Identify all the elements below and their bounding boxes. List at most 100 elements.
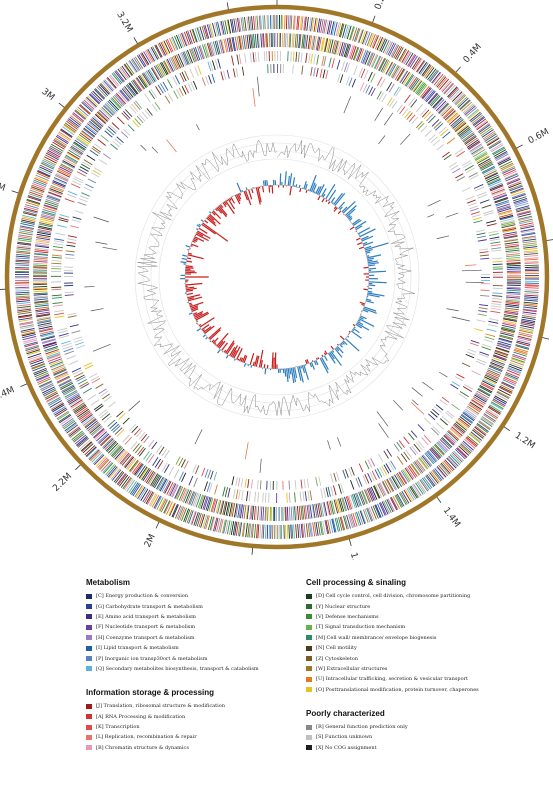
gc-skew-bar xyxy=(216,207,223,214)
feature-tick xyxy=(421,437,429,446)
gc-skew-bar xyxy=(191,308,199,313)
feature-tick xyxy=(439,463,450,475)
feature-tick xyxy=(95,113,107,124)
gc-skew-bar xyxy=(365,251,371,254)
feature-tick xyxy=(494,197,508,203)
feature-tick xyxy=(79,381,89,388)
gc-skew-bar xyxy=(297,366,302,381)
feature-tick xyxy=(33,262,48,265)
feature-tick xyxy=(503,235,518,239)
feature-tick xyxy=(155,86,162,96)
feature-tick xyxy=(65,253,75,256)
feature-tick xyxy=(108,401,116,408)
rna-mark xyxy=(427,199,441,207)
feature-tick xyxy=(434,406,442,413)
feature-tick xyxy=(151,441,158,450)
rna-mark xyxy=(383,112,394,126)
feature-tick xyxy=(49,359,63,366)
feature-tick xyxy=(134,118,142,126)
feature-tick xyxy=(28,193,43,199)
feature-tick xyxy=(109,421,118,430)
feature-tick xyxy=(349,26,355,41)
feature-tick xyxy=(184,84,190,94)
gc-skew-bar xyxy=(342,200,356,214)
feature-tick xyxy=(289,15,291,30)
feature-tick xyxy=(206,497,212,511)
feature-tick xyxy=(54,407,67,416)
feature-tick xyxy=(338,517,343,531)
feature-tick xyxy=(116,429,125,437)
rna-mark xyxy=(439,371,448,378)
feature-tick xyxy=(317,521,321,536)
feature-tick xyxy=(33,296,48,299)
feature-tick xyxy=(77,135,90,145)
feature-tick xyxy=(50,362,64,369)
feature-tick xyxy=(521,315,536,319)
feature-tick xyxy=(74,109,87,120)
feature-tick xyxy=(483,212,494,216)
feature-tick xyxy=(96,86,107,98)
feature-tick xyxy=(505,175,519,182)
feature-tick xyxy=(455,449,466,460)
gc-skew-bar xyxy=(243,355,248,364)
feature-tick xyxy=(487,179,501,186)
feature-tick xyxy=(497,206,511,212)
feature-tick xyxy=(481,129,494,138)
feature-tick xyxy=(331,21,336,36)
feature-tick xyxy=(53,406,66,415)
feature-tick xyxy=(43,389,57,397)
feature-tick xyxy=(327,519,331,534)
feature-tick xyxy=(21,217,36,222)
feature-tick xyxy=(358,463,364,473)
gc-skew-bar xyxy=(202,222,229,242)
legend-swatch xyxy=(306,645,312,651)
feature-tick xyxy=(491,297,502,300)
feature-tick xyxy=(213,471,218,481)
feature-tick xyxy=(17,308,32,312)
gc-skew-bar xyxy=(234,194,241,205)
feature-tick xyxy=(33,264,48,267)
feature-tick xyxy=(73,178,83,184)
feature-tick xyxy=(453,423,465,434)
feature-tick xyxy=(245,523,248,538)
feature-tick xyxy=(491,305,502,308)
gc-skew-bar xyxy=(217,206,227,218)
feature-tick xyxy=(114,471,125,484)
feature-tick xyxy=(150,473,159,486)
feature-tick xyxy=(339,74,344,84)
feature-tick xyxy=(92,117,104,127)
feature-tick xyxy=(131,103,139,113)
feature-tick xyxy=(510,187,524,194)
feature-tick xyxy=(492,147,506,156)
feature-tick xyxy=(489,141,502,150)
rna-mark xyxy=(95,241,108,245)
feature-tick xyxy=(102,461,113,473)
feature-tick xyxy=(117,473,127,486)
feature-tick xyxy=(305,52,308,63)
feature-tick xyxy=(296,506,300,521)
feature-tick xyxy=(263,51,266,62)
feature-tick xyxy=(294,506,296,521)
feature-tick xyxy=(245,505,249,520)
feature-tick xyxy=(19,321,34,325)
feature-tick xyxy=(35,244,50,247)
feature-tick xyxy=(356,48,363,62)
feature-tick xyxy=(150,493,158,507)
feature-tick xyxy=(209,61,214,71)
feature-tick xyxy=(137,465,146,478)
feature-tick xyxy=(71,400,84,409)
feature-tick xyxy=(429,94,440,106)
feature-tick xyxy=(99,159,108,165)
feature-tick xyxy=(135,464,145,477)
feature-tick xyxy=(456,447,467,459)
feature-tick xyxy=(97,110,109,121)
feature-tick xyxy=(298,505,301,520)
feature-tick xyxy=(305,34,309,49)
feature-tick xyxy=(15,295,30,298)
gc-skew-bar xyxy=(223,201,227,206)
feature-tick xyxy=(201,467,206,477)
feature-tick xyxy=(481,382,495,390)
feature-tick xyxy=(15,255,30,258)
feature-tick xyxy=(235,477,238,487)
feature-tick xyxy=(437,77,448,89)
